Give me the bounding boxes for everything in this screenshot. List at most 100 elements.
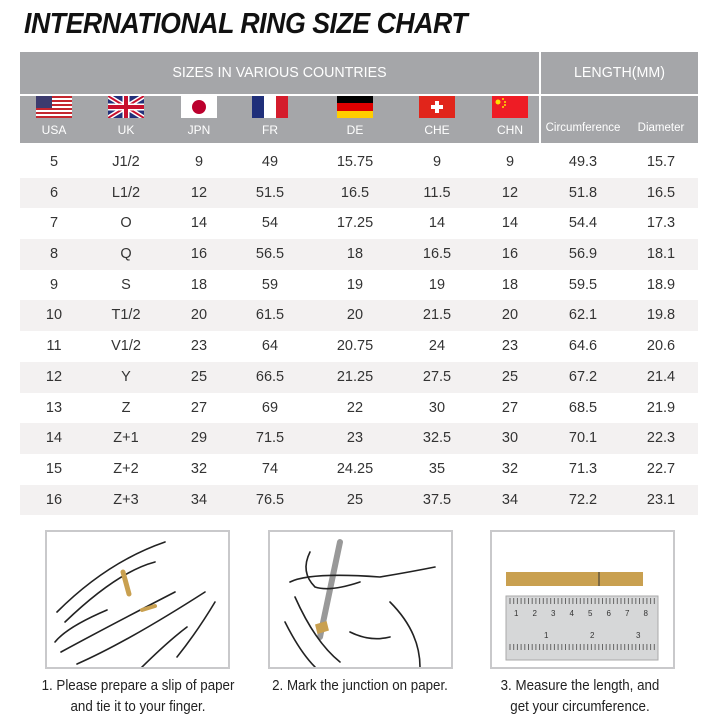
table-cell: 61.5 [255,307,285,324]
table-cell: 25 [501,368,519,385]
table-cell: 49 [261,154,279,170]
table-cell: 67.2 [568,368,598,385]
table-cell: 20.6 [646,338,676,355]
table-cell: 64.6 [568,338,598,355]
table-row: 9 S 18 59 19 19 18 59.5 18.9 [20,270,698,301]
table-cell: 13 [45,399,63,416]
table-cell: 25 [190,368,208,385]
table-cell: Z [121,399,131,416]
table-cell: 23 [190,338,208,355]
table-cell: 18.9 [646,276,676,293]
ruler [505,595,659,661]
ruler-inch-label: 3 [636,631,641,640]
col-circumference: Circumference [545,122,621,134]
table-cell: T1/2 [111,307,141,324]
table-cell: 35 [428,460,446,477]
ruler-inch-label: 1 [544,631,549,640]
table-row: 11 V1/2 23 64 20.75 24 23 64.6 20.6 [20,331,698,362]
table-cell: 71.5 [255,430,285,447]
table-cell: 19 [428,276,446,293]
table-row: 10 T1/2 20 61.5 20 21.5 20 62.1 19.8 [20,300,698,332]
table-row: 16 Z+3 34 76.5 25 37.5 34 72.2 23.1 [20,484,698,516]
table-cell: 23 [346,430,364,447]
table-cell: 66.5 [255,368,285,385]
usa-flag-icon [36,96,72,118]
table-cell: 24.25 [336,460,374,477]
col-usa: USA [36,96,72,143]
ruler-cm-label: 3 [551,609,556,618]
col-jpn: JPN [181,96,217,143]
table-cell: 25 [346,491,364,508]
col-label: CHE [424,123,450,137]
table-cell: 16 [501,246,519,263]
table-cell: S [121,276,131,293]
table-cell: 14 [190,215,208,232]
page-title: INTERNATIONAL RING SIZE CHART [24,8,468,40]
table-cell: J1/2 [112,154,140,170]
col-diameter: Diameter [637,122,685,134]
table-cell: 16.5 [340,184,370,201]
sizes-title: SIZES IN VARIOUS COUNTRIES [172,64,387,81]
table-cell: 32 [501,460,519,477]
ruler-cm-label: 8 [644,609,649,618]
table-cell: 72.2 [568,491,598,508]
table-cell: 12 [45,368,63,385]
table-cell: 15.75 [336,154,374,170]
col-label: JPN [187,123,211,137]
col-chn: CHN [492,96,528,143]
table-row: 6 L1/2 12 51.5 16.5 11.5 12 51.8 16.5 [20,177,698,209]
paper-strip [506,572,643,586]
table-cell: O [120,215,132,232]
table-cell: 6 [49,184,59,201]
table-cell: 7 [49,215,59,232]
table-cell: 20 [346,307,364,324]
table-cell: 15.7 [646,154,676,170]
table-row: 13 Z 27 69 22 30 27 68.5 21.9 [20,393,698,424]
table-cell: Q [120,246,132,263]
table-cell: 34 [501,491,519,508]
step-3-illustration: 1 2 3 4 5 6 7 8 1 2 3 [490,530,675,669]
col-uk: UK [108,96,144,143]
table-cell: 56.5 [255,246,285,263]
table-cell: 21.9 [646,399,676,416]
table-cell: 21.4 [646,368,676,385]
table-cell: 27 [501,399,519,416]
table-cell: 54 [261,215,279,232]
table-cell: 20 [190,307,208,324]
table-cell: 27.5 [422,368,452,385]
table-cell: 76.5 [255,491,285,508]
switzerland-flag-icon [419,96,455,118]
uk-flag-icon [108,96,144,118]
table-cell: 21.5 [422,307,452,324]
table-cell: 32 [190,460,208,477]
table-cell: 18 [190,276,208,293]
table-cell: 59 [261,276,279,293]
table-row: 5 J1/2 9 49 15.75 9 9 49.3 15.7 [20,147,698,178]
hand-marking-paper-icon [284,539,436,668]
table-cell: Z+1 [113,430,139,447]
table-row: 12 Y 25 66.5 21.25 27.5 25 67.2 21.4 [20,361,698,393]
table-cell: 9 [49,276,59,293]
table-cell: 21.25 [336,368,374,385]
table-cell: 29 [190,430,208,447]
step-2-caption: 2. Mark the junction on paper. [272,678,448,694]
table-cell: V1/2 [111,338,141,355]
table-cell: 24 [428,338,446,355]
table-cell: 69 [261,399,279,416]
table-cell: 18.1 [646,246,676,263]
table-cell: 30 [501,430,519,447]
table-row: 14 Z+1 29 71.5 23 32.5 30 70.1 22.3 [20,423,698,454]
table-row: 15 Z+2 32 74 24.25 35 32 71.3 22.7 [20,454,698,485]
table-cell: 19.8 [646,307,676,324]
table-cell: 16 [45,491,63,508]
col-fr: FR [252,96,288,143]
table-cell: 74 [261,460,279,477]
table-cell: 22 [346,399,364,416]
table-cell: 18 [346,246,364,263]
ruler-cm-label: 6 [607,609,612,618]
table-cell: 5 [49,154,59,170]
length-title: LENGTH(MM) [573,64,666,81]
ruler-cm-label: 5 [588,609,593,618]
table-cell: 20.75 [336,338,374,355]
size-table: 5 J1/2 9 49 15.75 9 9 49.3 15.7 6 L1/2 12 51.5 16.5 11… [20,147,698,516]
